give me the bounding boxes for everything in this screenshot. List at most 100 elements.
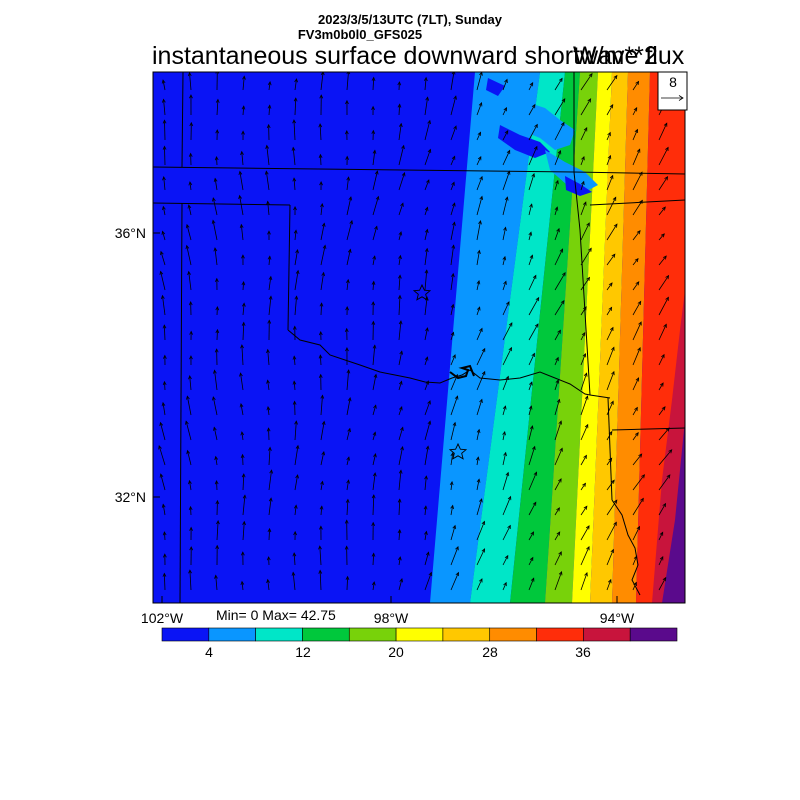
colorbar-tick-28: 28 (482, 644, 498, 660)
wind-vector-head (320, 394, 325, 399)
wind-vector-head (476, 306, 481, 311)
wind-vector (293, 178, 296, 191)
wind-vector-head (161, 503, 166, 508)
boundary-red-river (287, 329, 591, 396)
wind-vector (424, 446, 429, 466)
wind-vector-head (294, 295, 299, 300)
wind-vector-head (398, 122, 403, 128)
wind-vector (424, 149, 431, 166)
wind-vector-head (320, 72, 325, 76)
boundary-texas-panhandle-east (287, 204, 291, 331)
wind-vector-head (425, 327, 429, 332)
wind-vector (242, 303, 245, 316)
wind-vector (554, 507, 560, 516)
boundary-kansas-oklahoma (152, 166, 575, 173)
wind-vector (528, 232, 532, 241)
wind-vector-head (583, 372, 588, 377)
wind-vector-head (344, 129, 349, 135)
wind-vector-head (344, 519, 349, 524)
wind-vector-head (319, 302, 324, 307)
wind-vector-head (637, 300, 642, 305)
wind-vector (372, 374, 377, 391)
wind-vector-head (612, 196, 617, 201)
reference-vector-box: 8 (657, 71, 688, 111)
wind-vector (268, 276, 272, 291)
wind-vector (632, 556, 638, 566)
wind-vector (528, 146, 538, 166)
wind-vector-head (292, 355, 297, 360)
wind-vector (502, 472, 509, 491)
wind-vector (160, 251, 166, 266)
wind-vector-head (555, 379, 560, 384)
wind-vector (398, 406, 403, 416)
wind-vector-head (240, 453, 245, 459)
wind-vector (606, 522, 617, 541)
wind-vector-head (320, 202, 324, 208)
wind-vector-head (266, 123, 271, 129)
wind-vector (320, 451, 325, 466)
wind-vector-head (555, 179, 559, 185)
wind-vector (476, 176, 483, 191)
wind-vector (268, 528, 270, 541)
wind-vector-head (241, 254, 245, 259)
wind-vector (160, 422, 166, 441)
wind-vector-head (582, 352, 587, 358)
wind-vector-head (554, 206, 559, 211)
axis-ticks (153, 232, 618, 603)
wind-vector (476, 348, 486, 366)
wind-vector (580, 525, 590, 541)
wind-vector-head (292, 325, 297, 330)
wind-vector (240, 224, 244, 241)
wind-vector (554, 531, 561, 541)
station-star-south (448, 442, 468, 460)
wind-vector-head (321, 450, 326, 456)
wind-vector-head (374, 225, 378, 230)
wind-vector (372, 432, 376, 441)
wind-vector-head (610, 400, 614, 405)
wind-vector (320, 395, 323, 416)
wind-vector-head (267, 230, 271, 235)
wind-vector (606, 327, 614, 341)
wind-vector-head (660, 233, 665, 238)
wind-vector-head (346, 72, 351, 75)
wind-vector-head (659, 382, 664, 387)
wind-vector (160, 473, 166, 491)
wind-vector (372, 405, 377, 416)
wind-vector-head (346, 278, 350, 284)
wind-vector (450, 396, 458, 416)
wind-vector-head (372, 431, 377, 436)
boundary-texas-louisiana (607, 397, 613, 501)
wind-vector (658, 427, 670, 441)
wind-vector (214, 178, 218, 191)
wind-vector-head (508, 322, 513, 327)
wind-vector (554, 330, 561, 341)
wind-vector (424, 531, 427, 541)
wind-vector-head (161, 98, 166, 103)
wind-vector (632, 474, 645, 491)
wind-vector-head (535, 296, 540, 302)
wind-vector-head (503, 106, 507, 112)
wind-vector-head (558, 420, 563, 425)
wind-vector (189, 72, 192, 91)
wind-vector (372, 345, 376, 366)
wind-vector (606, 104, 614, 116)
wind-vector-head (397, 274, 402, 279)
wind-vector-head (318, 330, 323, 336)
wind-vector (162, 80, 166, 91)
wind-vector-head (292, 119, 296, 124)
wind-vector-head (211, 219, 216, 224)
wind-vector (268, 256, 271, 266)
wind-vector-head (475, 456, 480, 461)
wind-vector-head (347, 248, 352, 253)
wind-vector-head (635, 281, 640, 286)
wind-vector-head (661, 406, 666, 411)
station-star-north (412, 283, 432, 301)
wind-vector-head (162, 175, 166, 181)
wind-vector-head (556, 398, 561, 403)
wind-vector-head (662, 255, 667, 260)
boundary-sabine-river (611, 499, 641, 596)
wind-vector-head (582, 482, 586, 487)
wind-vector (424, 327, 428, 341)
wind-vector (606, 307, 612, 316)
wind-vector-head (425, 551, 430, 556)
